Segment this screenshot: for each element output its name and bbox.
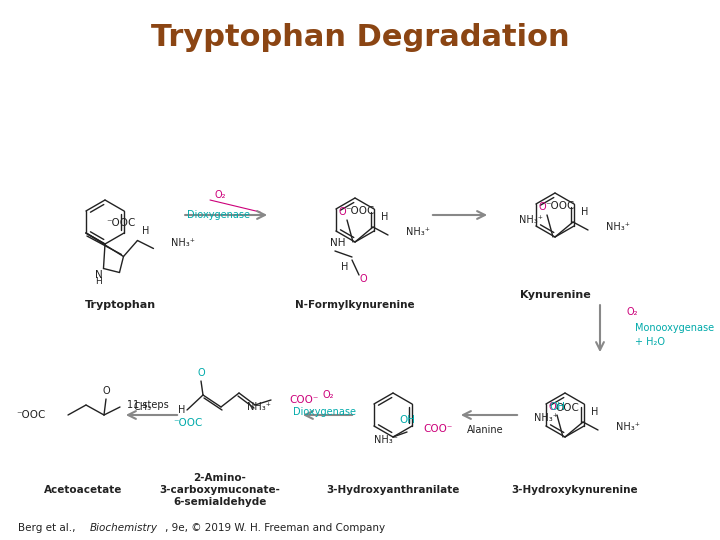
Text: O: O [102, 386, 110, 396]
Text: + H₂O: + H₂O [635, 337, 665, 347]
Text: CH₃: CH₃ [134, 402, 152, 412]
Text: 3-Hydroxykynurenine: 3-Hydroxykynurenine [512, 485, 639, 495]
Text: H: H [581, 207, 589, 217]
Text: COO⁻: COO⁻ [289, 395, 318, 405]
Text: ⁻OOC: ⁻OOC [174, 418, 203, 428]
Text: O: O [548, 402, 556, 412]
Text: ⁻OOC: ⁻OOC [17, 410, 46, 420]
Text: Dioxygenase: Dioxygenase [294, 407, 356, 417]
Text: O₂: O₂ [323, 390, 334, 400]
Text: OH: OH [399, 415, 415, 425]
Text: O: O [197, 368, 204, 378]
Text: ⁻OOC: ⁻OOC [346, 206, 375, 216]
Text: 2-Amino-
3-carboxymuconate-
6-semialdehyde: 2-Amino- 3-carboxymuconate- 6-semialdehy… [160, 474, 280, 507]
Text: H: H [179, 405, 186, 415]
Text: NH₃⁺: NH₃⁺ [534, 413, 558, 423]
Text: O: O [538, 202, 546, 212]
Text: H: H [142, 226, 149, 235]
Text: COO⁻: COO⁻ [423, 424, 452, 434]
Text: H: H [95, 277, 102, 286]
Text: H: H [341, 262, 348, 272]
Text: ⁻OOC: ⁻OOC [546, 201, 575, 211]
Text: Berg et al.,: Berg et al., [18, 523, 78, 533]
Text: NH: NH [330, 238, 346, 248]
Text: H: H [591, 407, 599, 417]
Text: Tryptophan Degradation: Tryptophan Degradation [150, 24, 570, 52]
Text: ⁻OOC: ⁻OOC [106, 218, 135, 227]
Text: NH₃⁺: NH₃⁺ [247, 402, 271, 412]
Text: Kynurenine: Kynurenine [520, 290, 590, 300]
Text: NH₃⁺: NH₃⁺ [606, 222, 630, 232]
Text: OOC: OOC [555, 403, 579, 413]
Text: O: O [359, 274, 366, 284]
Text: , 9e, © 2019 W. H. Freeman and Company: , 9e, © 2019 W. H. Freeman and Company [165, 523, 385, 533]
Text: NH₃⁺: NH₃⁺ [406, 227, 430, 237]
Text: 11 steps: 11 steps [127, 400, 169, 410]
Text: NH₃⁺: NH₃⁺ [519, 215, 543, 225]
Text: O: O [338, 207, 346, 217]
Text: NH₃⁺: NH₃⁺ [171, 239, 195, 248]
Text: N-Formylkynurenine: N-Formylkynurenine [295, 300, 415, 310]
Text: O₂: O₂ [626, 307, 638, 317]
Text: Acetoacetate: Acetoacetate [44, 485, 122, 495]
Text: O₂: O₂ [215, 190, 226, 200]
Text: 3-Hydroxyanthranilate: 3-Hydroxyanthranilate [326, 485, 459, 495]
Text: H: H [382, 212, 389, 222]
Text: NH₃⁻: NH₃⁻ [374, 435, 398, 445]
Text: Biochemistry: Biochemistry [90, 523, 158, 533]
Text: Alanine: Alanine [467, 425, 503, 435]
Text: Tryptophan: Tryptophan [84, 300, 156, 310]
Text: Monooxygenase: Monooxygenase [635, 323, 714, 333]
Text: OH: OH [549, 402, 565, 412]
Text: N: N [94, 269, 102, 280]
Text: NH₃⁺: NH₃⁺ [616, 422, 640, 432]
Text: Dioxygenase: Dioxygenase [186, 210, 250, 220]
